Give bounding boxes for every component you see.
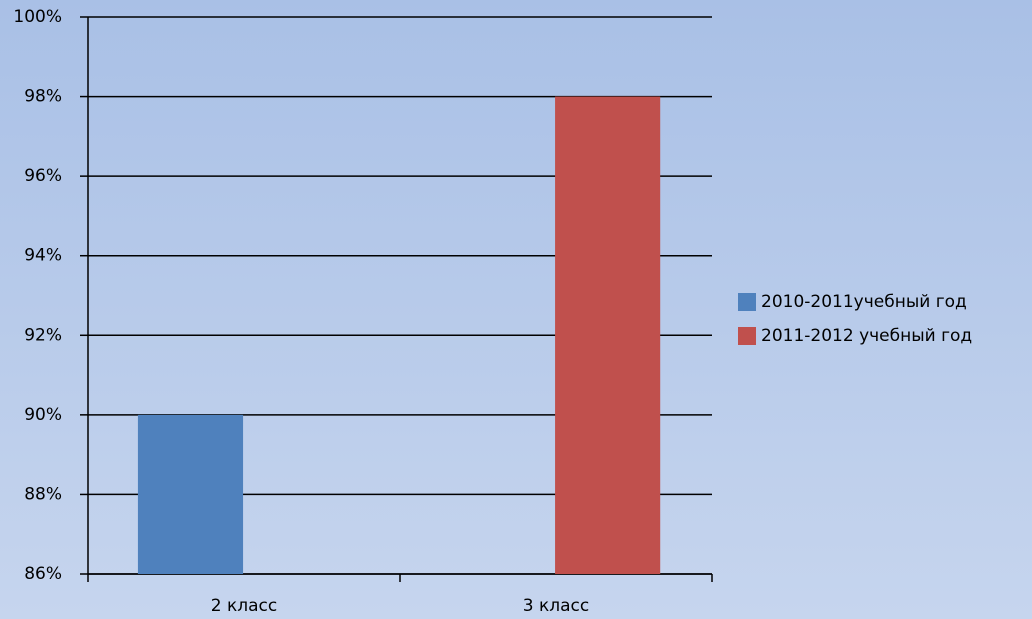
legend-label: 2011-2012 учебный год [761, 326, 972, 346]
y-tick-label: 94% [24, 246, 62, 266]
legend-swatch [738, 293, 756, 311]
y-tick-label: 90% [24, 405, 62, 425]
y-tick-label: 92% [24, 325, 62, 345]
legend-swatch [738, 327, 756, 345]
y-tick-label: 100% [13, 7, 62, 27]
y-tick-label: 96% [24, 166, 62, 186]
bar [555, 96, 661, 575]
legend-label: 2010-2011учебный год [761, 292, 967, 312]
y-tick-label: 88% [24, 484, 62, 504]
y-tick-label: 98% [24, 87, 62, 107]
bar [137, 414, 244, 574]
x-tick-label: 3 класс [523, 596, 589, 616]
x-tick-label: 2 класс [211, 596, 277, 616]
y-tick-label: 86% [24, 564, 62, 584]
